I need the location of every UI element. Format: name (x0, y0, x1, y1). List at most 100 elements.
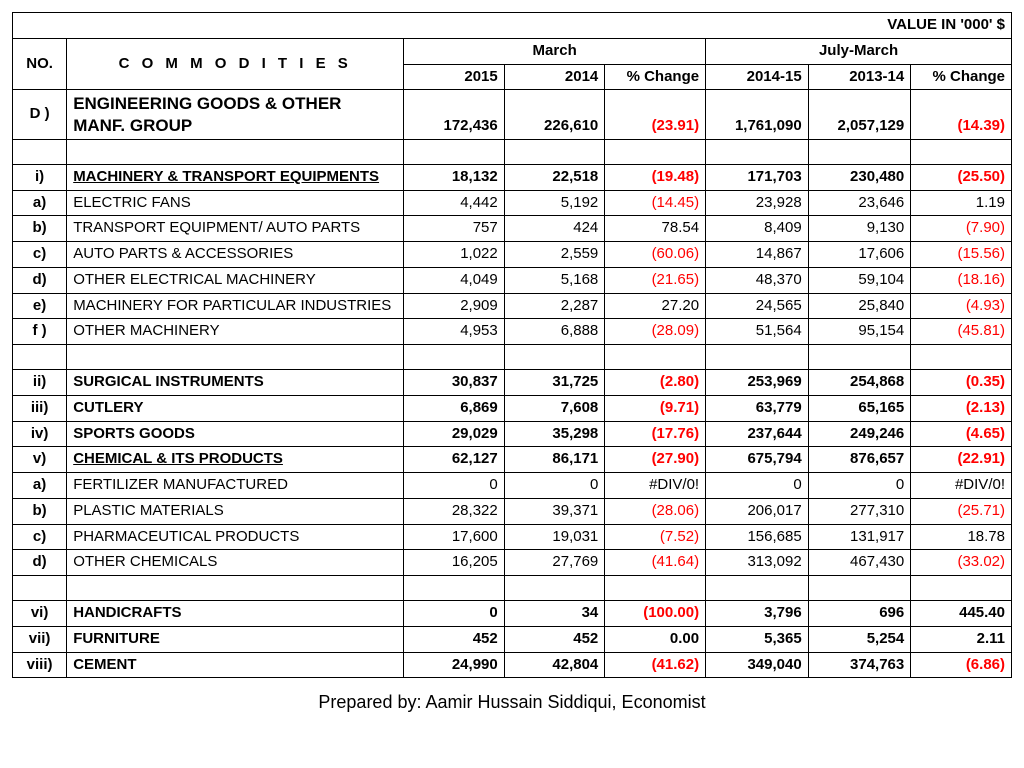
row-value: 7,608 (504, 395, 605, 421)
header-2013-14: 2013-14 (808, 64, 911, 90)
row-value: 24,565 (706, 293, 809, 319)
row-value: 14,867 (706, 242, 809, 268)
row-value: 86,171 (504, 447, 605, 473)
table-row: d)OTHER ELECTRICAL MACHINERY4,0495,168(2… (13, 267, 1012, 293)
row-value: (27.90) (605, 447, 706, 473)
row-label: FERTILIZER MANUFACTURED (67, 473, 404, 499)
row-value: (22.91) (911, 447, 1012, 473)
row-value: 65,165 (808, 395, 911, 421)
row-value: (25.71) (911, 498, 1012, 524)
blank-cell (706, 576, 809, 601)
blank-cell (808, 139, 911, 164)
row-no: vi) (13, 601, 67, 627)
row-value: 2,057,129 (808, 90, 911, 140)
row-value: 5,365 (706, 626, 809, 652)
table-row (13, 345, 1012, 370)
row-value: 95,154 (808, 319, 911, 345)
table-row (13, 139, 1012, 164)
row-label: SPORTS GOODS (67, 421, 404, 447)
row-value: 237,644 (706, 421, 809, 447)
row-label: CUTLERY (67, 395, 404, 421)
table-row: v)CHEMICAL & ITS PRODUCTS62,12786,171(27… (13, 447, 1012, 473)
row-value: (0.35) (911, 370, 1012, 396)
row-value: 62,127 (404, 447, 505, 473)
row-value: 48,370 (706, 267, 809, 293)
header-pct-march: % Change (605, 64, 706, 90)
row-no: a) (13, 473, 67, 499)
row-value: 5,168 (504, 267, 605, 293)
row-value: 29,029 (404, 421, 505, 447)
row-value: 313,092 (706, 550, 809, 576)
row-no: vii) (13, 626, 67, 652)
row-value: 23,646 (808, 190, 911, 216)
row-label: TRANSPORT EQUIPMENT/ AUTO PARTS (67, 216, 404, 242)
table-row: c)PHARMACEUTICAL PRODUCTS17,60019,031(7.… (13, 524, 1012, 550)
row-no: ii) (13, 370, 67, 396)
row-value: (28.06) (605, 498, 706, 524)
row-no: d) (13, 550, 67, 576)
row-value: 226,610 (504, 90, 605, 140)
row-value: 18,132 (404, 164, 505, 190)
row-no: viii) (13, 652, 67, 678)
row-value: 59,104 (808, 267, 911, 293)
row-value: (23.91) (605, 90, 706, 140)
blank-cell (13, 139, 67, 164)
row-no: v) (13, 447, 67, 473)
row-value: 349,040 (706, 652, 809, 678)
row-value: 42,804 (504, 652, 605, 678)
row-value: 452 (404, 626, 505, 652)
row-value: 230,480 (808, 164, 911, 190)
row-no: iv) (13, 421, 67, 447)
row-value: 2,287 (504, 293, 605, 319)
row-no: D ) (13, 90, 67, 140)
row-label: AUTO PARTS & ACCESSORIES (67, 242, 404, 268)
row-label: CHEMICAL & ITS PRODUCTS (67, 447, 404, 473)
row-no: c) (13, 524, 67, 550)
blank-cell (504, 576, 605, 601)
row-value: 206,017 (706, 498, 809, 524)
table-row: viii)CEMENT24,99042,804(41.62)349,040374… (13, 652, 1012, 678)
row-no: c) (13, 242, 67, 268)
blank-cell (706, 345, 809, 370)
blank-cell (911, 345, 1012, 370)
blank-cell (605, 576, 706, 601)
row-value: (2.80) (605, 370, 706, 396)
row-value: 1,761,090 (706, 90, 809, 140)
blank-cell (605, 139, 706, 164)
row-value: 31,725 (504, 370, 605, 396)
blank-cell (404, 345, 505, 370)
blank-cell (67, 345, 404, 370)
row-value: (100.00) (605, 601, 706, 627)
row-value: (6.86) (911, 652, 1012, 678)
value-note: VALUE IN '000' $ (13, 13, 1012, 39)
row-value: 277,310 (808, 498, 911, 524)
row-label: HANDICRAFTS (67, 601, 404, 627)
row-value: (18.16) (911, 267, 1012, 293)
row-value: (7.52) (605, 524, 706, 550)
row-value: 0.00 (605, 626, 706, 652)
row-value: (14.45) (605, 190, 706, 216)
table-row: ii)SURGICAL INSTRUMENTS30,83731,725(2.80… (13, 370, 1012, 396)
row-value: 78.54 (605, 216, 706, 242)
row-value: 5,192 (504, 190, 605, 216)
blank-cell (911, 576, 1012, 601)
row-value: 17,600 (404, 524, 505, 550)
header-no: NO. (13, 38, 67, 90)
row-value: 4,442 (404, 190, 505, 216)
row-value: 18.78 (911, 524, 1012, 550)
row-value: 22,518 (504, 164, 605, 190)
blank-cell (504, 345, 605, 370)
table-row: c)AUTO PARTS & ACCESSORIES1,0222,559(60.… (13, 242, 1012, 268)
row-label: MACHINERY FOR PARTICULAR INDUSTRIES (67, 293, 404, 319)
row-no: d) (13, 267, 67, 293)
row-value: 696 (808, 601, 911, 627)
row-value: 4,953 (404, 319, 505, 345)
table-row: iv)SPORTS GOODS29,02935,298(17.76)237,64… (13, 421, 1012, 447)
row-value: 24,990 (404, 652, 505, 678)
blank-cell (911, 139, 1012, 164)
row-value: 249,246 (808, 421, 911, 447)
footer-text: Prepared by: Aamir Hussain Siddiqui, Eco… (12, 692, 1012, 713)
table-row: f )OTHER MACHINERY4,9536,888(28.09)51,56… (13, 319, 1012, 345)
table-row: vi)HANDICRAFTS034(100.00)3,796696445.40 (13, 601, 1012, 627)
table-row: iii)CUTLERY6,8697,608(9.71)63,77965,165(… (13, 395, 1012, 421)
